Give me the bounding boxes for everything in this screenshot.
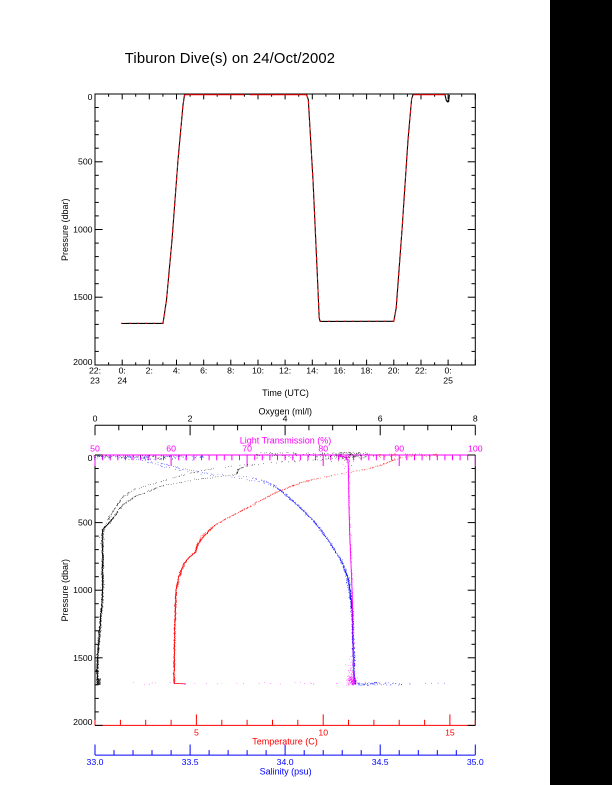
svg-text:14:: 14: xyxy=(306,366,318,376)
svg-text:Light Transmission (%): Light Transmission (%) xyxy=(240,436,332,446)
svg-text:2000: 2000 xyxy=(73,357,92,367)
svg-text:60: 60 xyxy=(166,444,176,454)
svg-text:80: 80 xyxy=(318,444,328,454)
svg-text:2000: 2000 xyxy=(73,717,92,727)
svg-text:34.5: 34.5 xyxy=(372,757,389,767)
svg-text:33.5: 33.5 xyxy=(182,757,199,767)
svg-text:12:: 12: xyxy=(279,366,291,376)
svg-text:5: 5 xyxy=(194,728,199,738)
svg-text:4:: 4: xyxy=(173,366,180,376)
svg-text:33.0: 33.0 xyxy=(87,757,104,767)
svg-text:10:: 10: xyxy=(252,366,264,376)
svg-text:20:: 20: xyxy=(388,366,400,376)
svg-text:8:: 8: xyxy=(227,366,234,376)
svg-text:34.0: 34.0 xyxy=(277,757,294,767)
svg-text:Time (UTC): Time (UTC) xyxy=(262,388,309,398)
svg-text:70: 70 xyxy=(242,444,252,454)
svg-text:1500: 1500 xyxy=(73,292,92,302)
svg-text:2:: 2: xyxy=(146,366,153,376)
svg-text:16:: 16: xyxy=(333,366,345,376)
svg-text:0: 0 xyxy=(88,453,93,463)
svg-text:15: 15 xyxy=(445,728,455,738)
svg-text:0:: 0: xyxy=(444,366,451,376)
svg-text:0:: 0: xyxy=(119,366,126,376)
svg-text:22:: 22: xyxy=(415,366,427,376)
svg-text:1000: 1000 xyxy=(73,585,92,595)
svg-text:Pressure (dbar): Pressure (dbar) xyxy=(60,198,70,261)
svg-text:4: 4 xyxy=(283,413,288,423)
svg-text:500: 500 xyxy=(78,157,93,167)
svg-text:1000: 1000 xyxy=(73,224,92,234)
svg-text:8: 8 xyxy=(473,413,478,423)
svg-text:6:: 6: xyxy=(200,366,207,376)
svg-text:1500: 1500 xyxy=(73,653,92,663)
svg-text:Salinity (psu): Salinity (psu) xyxy=(260,767,312,777)
svg-text:6: 6 xyxy=(378,413,383,423)
svg-text:500: 500 xyxy=(78,518,93,528)
svg-text:25: 25 xyxy=(443,375,453,385)
svg-text:50: 50 xyxy=(90,444,100,454)
svg-text:18:: 18: xyxy=(361,366,373,376)
svg-text:0: 0 xyxy=(88,92,93,102)
svg-text:0: 0 xyxy=(93,413,98,423)
svg-text:Pressure (dbar): Pressure (dbar) xyxy=(60,559,70,622)
svg-text:24: 24 xyxy=(117,375,127,385)
svg-text:Temperature (C): Temperature (C) xyxy=(252,736,318,746)
svg-text:22:: 22: xyxy=(89,366,101,376)
svg-text:23: 23 xyxy=(90,375,100,385)
svg-text:Oxygen (ml/l): Oxygen (ml/l) xyxy=(259,406,313,416)
svg-text:35.0: 35.0 xyxy=(467,757,484,767)
svg-text:2: 2 xyxy=(188,413,193,423)
svg-text:Tiburon Dive(s) on 24/Oct/2002: Tiburon Dive(s) on 24/Oct/2002 xyxy=(125,51,335,67)
svg-text:10: 10 xyxy=(318,728,328,738)
svg-text:90: 90 xyxy=(394,444,404,454)
svg-text:100: 100 xyxy=(468,444,483,454)
